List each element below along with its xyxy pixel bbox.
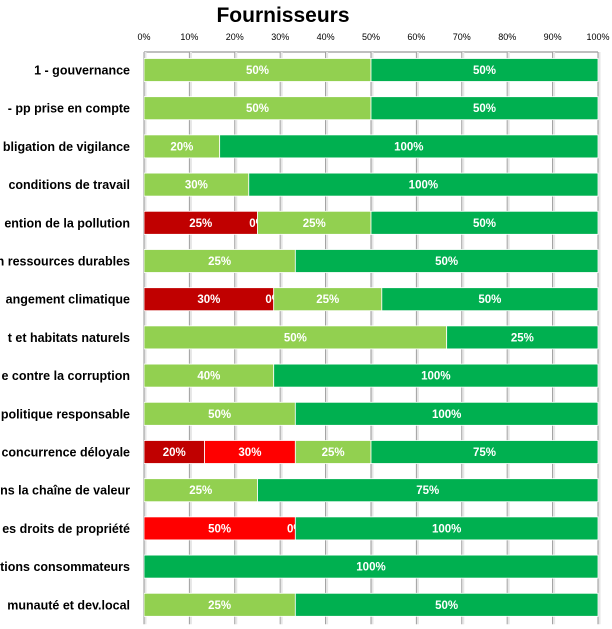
- data-label: 50%: [435, 256, 458, 268]
- bar-segment: [370, 210, 599, 235]
- bar-segment: [370, 440, 599, 464]
- bar-segment: [370, 58, 599, 82]
- data-label: 20%: [170, 141, 193, 153]
- data-label: 100%: [356, 562, 385, 574]
- bar-segment: [144, 554, 599, 579]
- bar-segment: [257, 478, 599, 503]
- data-label: 100%: [432, 409, 461, 421]
- data-label: 40%: [197, 371, 220, 383]
- data-label: 50%: [208, 523, 231, 535]
- chart-title: Fournisseurs: [216, 4, 349, 27]
- x-tick-label: 50%: [362, 32, 380, 42]
- category-label: es droits de propriété: [2, 522, 130, 536]
- data-label: 100%: [421, 371, 450, 383]
- data-label: 50%: [246, 65, 269, 77]
- x-tick-label: 90%: [544, 32, 562, 42]
- x-tick-label: 0%: [137, 32, 150, 42]
- category-label: bligation de vigilance: [3, 140, 130, 154]
- category-labels: 1 - gouvernance - pp prise en compte bliga…: [0, 64, 130, 613]
- category-label: munauté et dev.local: [7, 598, 130, 612]
- category-label: conditions de travail: [8, 178, 130, 192]
- data-label: 20%: [163, 447, 186, 459]
- data-label: 30%: [238, 447, 261, 459]
- category-label: e contre la corruption: [2, 369, 131, 383]
- data-label: 30%: [197, 294, 220, 306]
- x-tick-label: 10%: [180, 32, 198, 42]
- data-label: 75%: [473, 447, 496, 459]
- data-label: 50%: [478, 294, 501, 306]
- x-tick-label: 100%: [586, 32, 609, 42]
- data-label: 25%: [322, 447, 345, 459]
- data-label: 75%: [416, 485, 439, 497]
- data-label: 30%: [185, 180, 208, 192]
- x-tick-label: 70%: [453, 32, 471, 42]
- bar-segment: [294, 516, 599, 541]
- category-label: t et habitats naturels: [8, 331, 130, 345]
- bar-segment: [446, 325, 599, 350]
- data-label: 50%: [473, 218, 496, 230]
- x-tick-label: 30%: [271, 32, 289, 42]
- x-tick-label: 60%: [407, 32, 425, 42]
- data-label: 25%: [208, 600, 231, 612]
- data-label: 50%: [473, 65, 496, 77]
- category-label: ns la chaîne de valeur: [0, 484, 130, 498]
- data-label: 25%: [511, 332, 534, 344]
- bar-segment: [294, 249, 599, 273]
- category-label: n ressources durables: [0, 255, 130, 269]
- data-label: 25%: [303, 218, 326, 230]
- data-label: 25%: [316, 294, 339, 306]
- category-label: concurrence déloyale: [1, 446, 130, 460]
- data-label: 100%: [409, 180, 438, 192]
- category-label: ention de la pollution: [4, 216, 130, 230]
- x-tick-label: 40%: [317, 32, 335, 42]
- bar-segment: [370, 96, 599, 121]
- category-label: tions consommateurs: [0, 560, 130, 574]
- category-label: - pp prise en compte: [8, 102, 130, 116]
- bar-segment: [381, 287, 599, 312]
- bar-segment: [294, 401, 599, 426]
- bar-segment: [294, 592, 599, 617]
- data-label: 25%: [189, 485, 212, 497]
- category-label: angement climatique: [6, 293, 130, 307]
- x-tick-label: 20%: [226, 32, 244, 42]
- category-label: politique responsable: [1, 407, 130, 421]
- data-label: 50%: [435, 600, 458, 612]
- data-label: 100%: [394, 141, 423, 153]
- data-label: 50%: [208, 409, 231, 421]
- bar-segment: [273, 363, 599, 388]
- category-label: 1 - gouvernance: [34, 64, 130, 78]
- x-tick-label: 80%: [498, 32, 516, 42]
- data-label: 50%: [246, 103, 269, 115]
- x-axis-ticks: 0% 10% 20% 30% 40% 50% 60% 70% 80% 90% 100%: [137, 32, 609, 42]
- data-label: 50%: [473, 103, 496, 115]
- bar-segment: [219, 134, 599, 159]
- data-label: 100%: [432, 523, 461, 535]
- data-label: 25%: [208, 256, 231, 268]
- bars: 0%50%50%0%50%50%0%20%100%0%30%100%25%0%2…: [144, 58, 599, 617]
- data-label: 25%: [189, 218, 212, 230]
- bar-segment: [248, 172, 599, 197]
- data-label: 50%: [284, 332, 307, 344]
